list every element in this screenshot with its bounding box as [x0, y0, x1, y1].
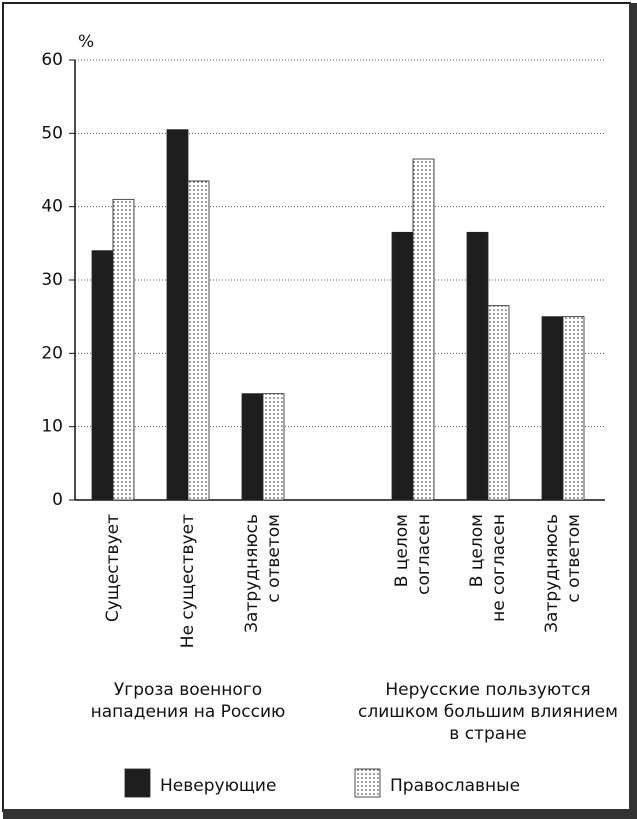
legend-label: Православные: [390, 776, 520, 796]
x-tick-label: Затрудняюсь: [242, 514, 262, 633]
bar: [487, 305, 510, 501]
bar: [412, 158, 435, 501]
y-tick-label: 0: [52, 490, 63, 510]
frame-shadow: [3, 809, 637, 819]
y-tick-label: 60: [41, 50, 63, 70]
bar: [541, 316, 564, 501]
x-tick-label: с ответом: [264, 514, 284, 603]
bar: [112, 198, 135, 501]
legend-swatch: [354, 768, 381, 798]
frame-shadow: [629, 3, 637, 819]
y-tick-label: 40: [41, 197, 63, 217]
y-tick-label: 30: [41, 270, 63, 290]
legend-label: Неверующие: [160, 776, 276, 796]
y-unit: %: [78, 32, 94, 52]
bar: [466, 231, 489, 501]
y-tick-label: 50: [41, 123, 63, 143]
x-tick-label: Существует: [103, 514, 123, 622]
bar: [262, 393, 285, 501]
bar: [166, 129, 189, 501]
bar: [91, 250, 114, 501]
group-label: Нерусские пользуются: [385, 680, 590, 700]
bar: [241, 393, 264, 501]
group-label: нападения на Россию: [91, 702, 286, 722]
bar: [187, 180, 210, 501]
x-tick-label: с ответом: [564, 514, 584, 603]
group-label: в стране: [449, 724, 526, 744]
x-tick-label: В целом: [467, 514, 487, 587]
x-tick-label: Не существует: [178, 514, 198, 648]
legend-swatch: [124, 768, 151, 798]
bar: [562, 316, 585, 501]
group-label: Угроза военного: [114, 680, 262, 700]
x-tick-label: согласен: [414, 514, 434, 595]
bar: [391, 231, 414, 501]
group-label: слишком большим влиянием: [358, 702, 618, 722]
x-tick-label: В целом: [392, 514, 412, 587]
x-tick-label: Затрудняюсь: [542, 514, 562, 633]
y-tick-label: 10: [41, 417, 63, 437]
y-tick-label: 20: [41, 343, 63, 363]
x-tick-label: не согласен: [489, 514, 509, 622]
